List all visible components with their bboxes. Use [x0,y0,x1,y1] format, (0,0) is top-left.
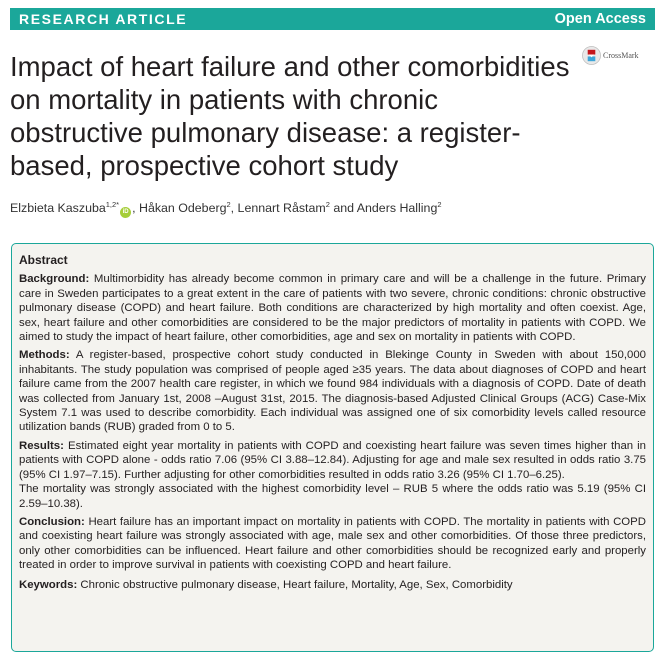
methods-text: A register-based, prospective cohort stu… [19,349,646,434]
background-text: Multimorbidity has already become common… [19,273,646,344]
author-name[interactable]: Elzbieta Kaszuba [10,201,106,215]
keywords-label: Keywords: [19,578,78,591]
background-label: Background: [19,273,90,286]
author-affiliation: 1,2* [105,200,120,209]
results-label: Results: [19,439,64,452]
abstract-keywords: Keywords: Chronic obstructive pulmonary … [19,578,646,592]
keywords-text: Chronic obstructive pulmonary disease, H… [80,578,513,591]
methods-label: Methods: [19,349,70,362]
article-type-label: RESEARCH ARTICLE [19,11,188,27]
article-header-bar: RESEARCH ARTICLE Open Access [10,8,655,30]
author-name[interactable]: Håkan Odeberg [139,201,227,215]
open-access-label: Open Access [554,11,646,27]
abstract-results: Results: Estimated eight year mortality … [19,439,646,511]
conclusion-text: Heart failure has an important impact on… [19,515,646,572]
results-text: Estimated eight year mortality in patien… [19,439,646,481]
author-affiliation: 2 [437,200,442,209]
orcid-icon[interactable]: iD [120,207,132,218]
author-name[interactable]: Lennart Råstam [237,201,326,215]
crossmark-label: CrossMark [603,50,639,60]
article-title: Impact of heart failure and other comorb… [10,51,570,181]
author-affiliation: 2 [226,200,231,209]
author-list: Elzbieta Kaszuba1,2*iD, Håkan Odeberg2, … [10,200,610,218]
author-separator: , [230,201,238,215]
author-affiliation: 2 [325,200,330,209]
author-separator: and [329,201,357,215]
author-separator: , [132,201,139,215]
abstract-methods: Methods: A register-based, prospective c… [19,348,646,434]
abstract-heading: Abstract [19,253,68,267]
abstract-box: Abstract Background: Multimorbidity has … [11,243,654,652]
abstract-conclusion: Conclusion: Heart failure has an importa… [19,515,646,573]
results-text-continued: The mortality was strongly associated wi… [19,483,646,510]
conclusion-label: Conclusion: [19,515,85,528]
crossmark-badge[interactable]: CrossMark [582,44,662,66]
crossmark-icon [582,45,601,65]
abstract-background: Background: Multimorbidity has already b… [19,272,646,344]
author-name[interactable]: Anders Halling [356,201,438,215]
